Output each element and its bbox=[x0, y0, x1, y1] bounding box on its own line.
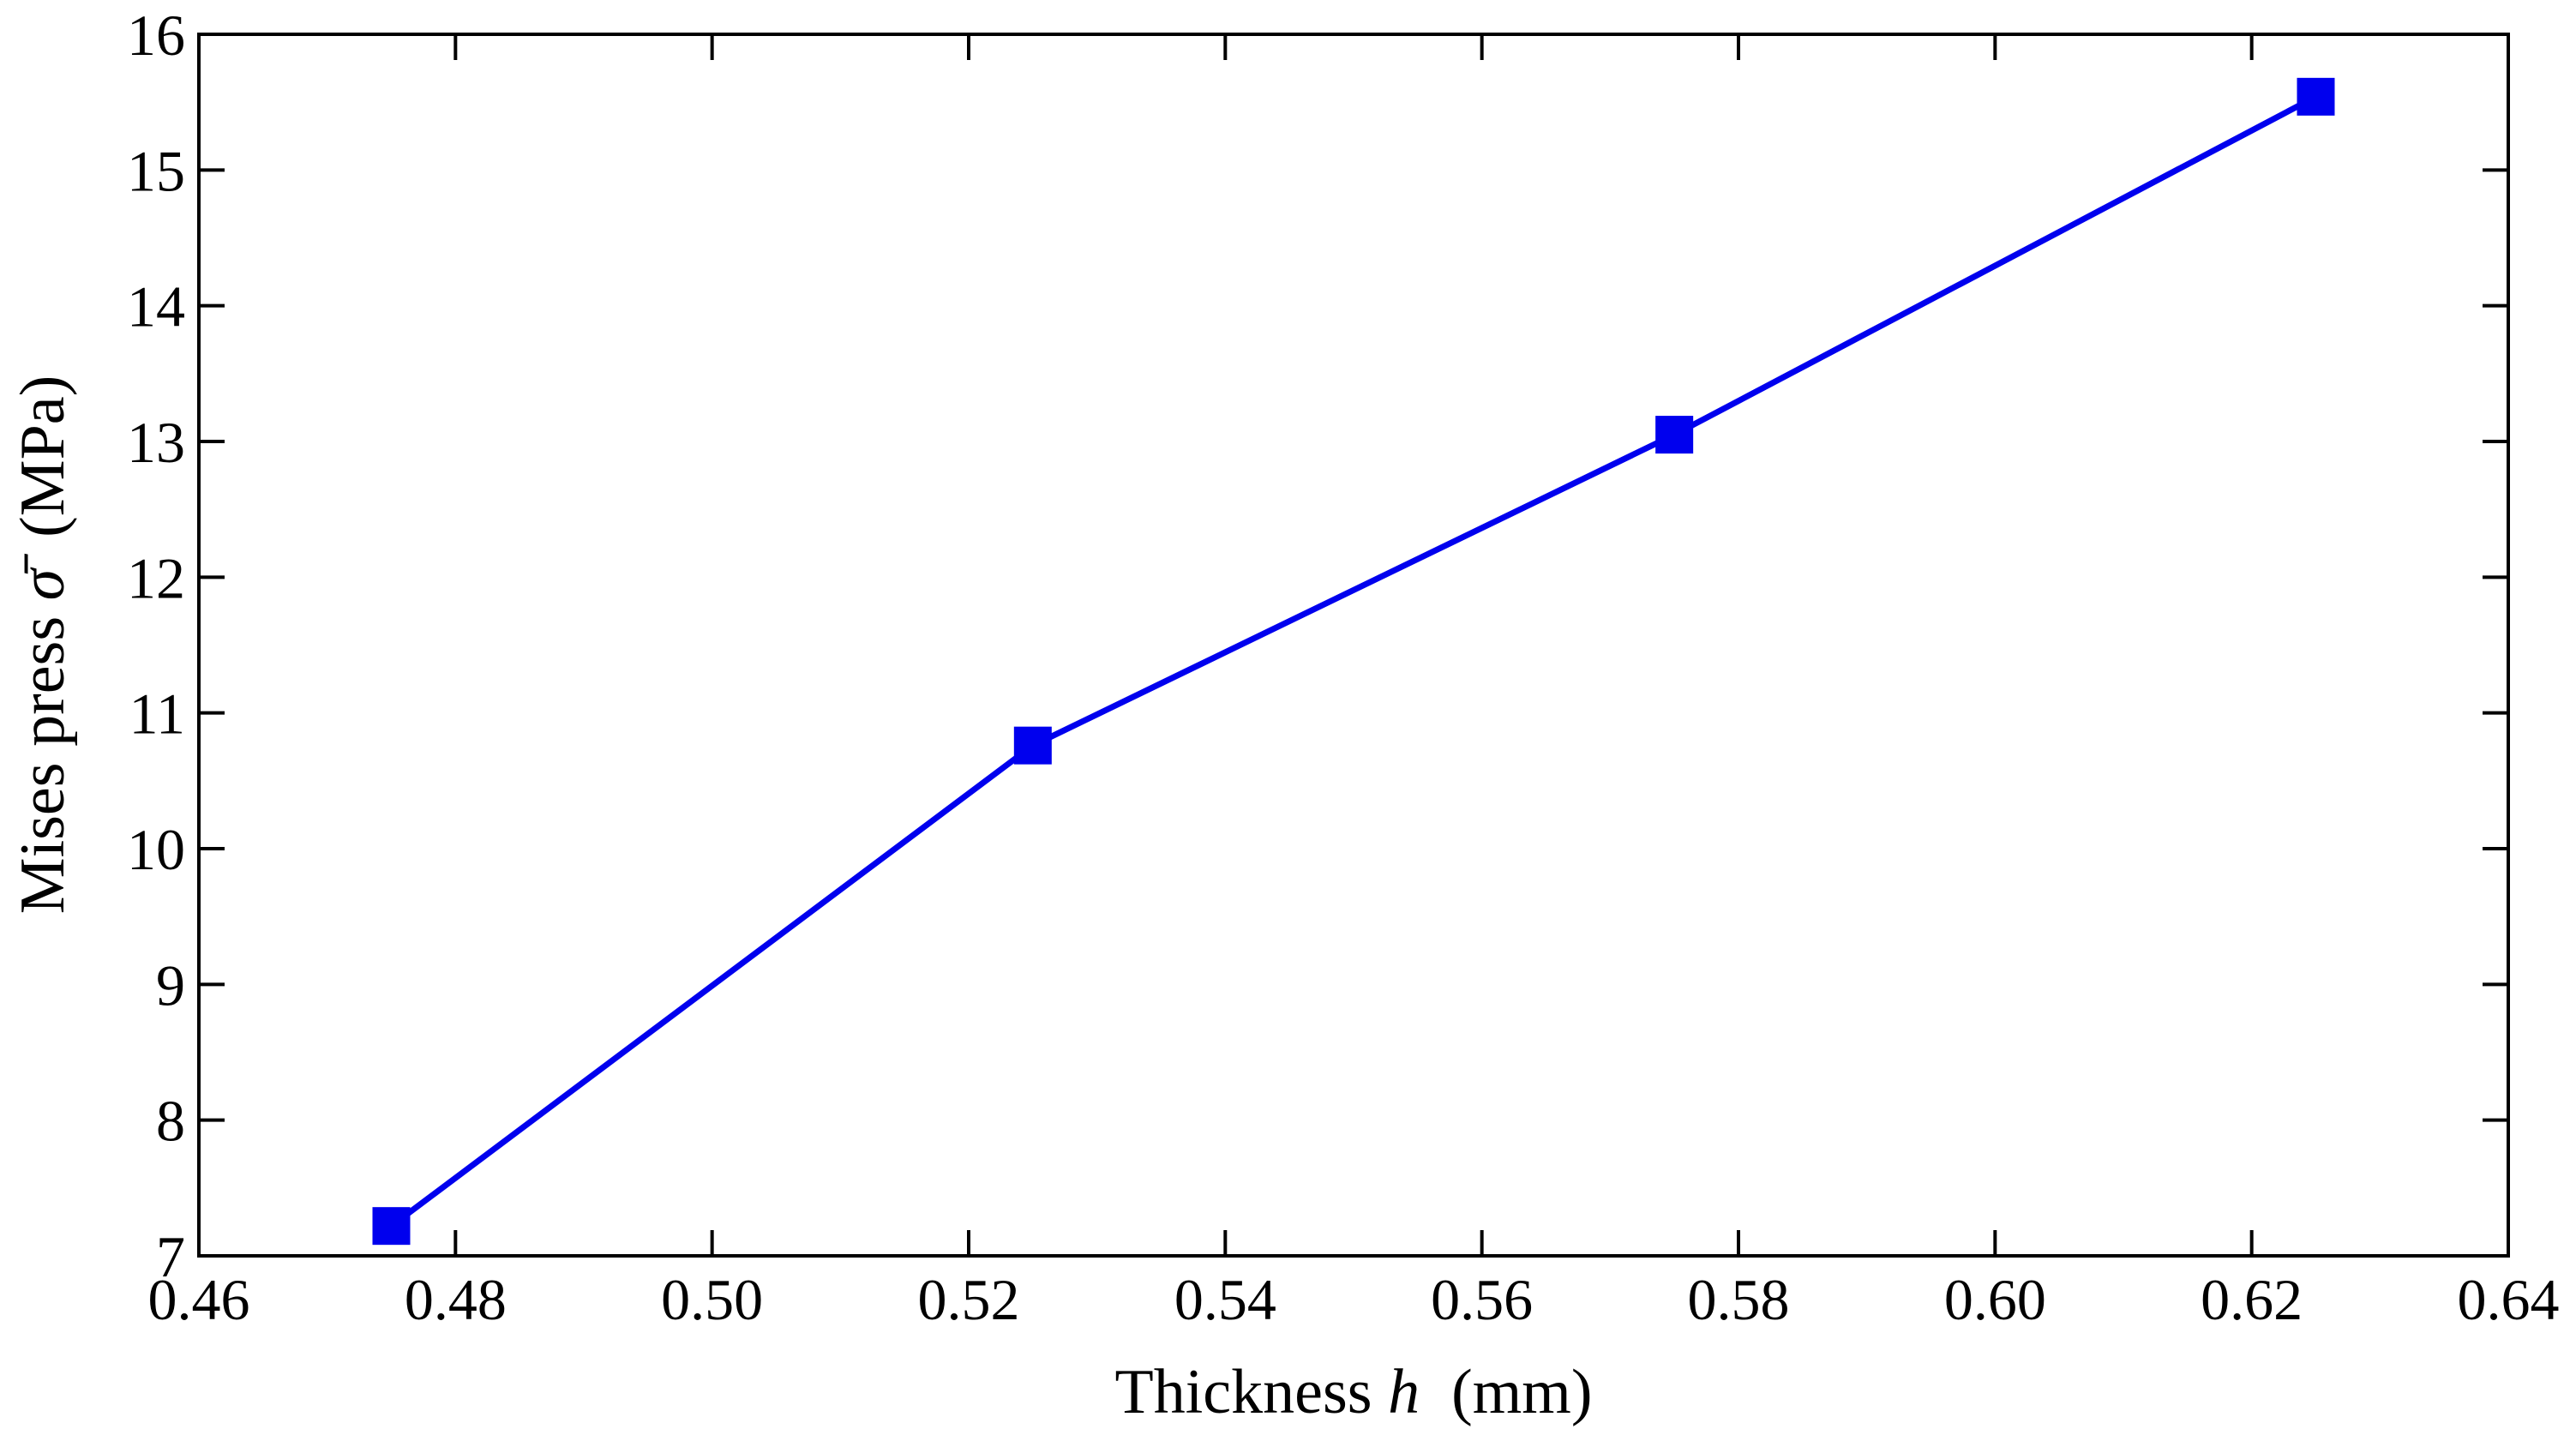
x-tick-label: 0.60 bbox=[1944, 1267, 2046, 1332]
x-tick-label: 0.62 bbox=[2201, 1267, 2303, 1332]
data-point-marker bbox=[2297, 77, 2335, 116]
y-tick-label: 9 bbox=[156, 952, 185, 1018]
x-tick-label: 0.54 bbox=[1174, 1267, 1276, 1332]
y-tick-label: 12 bbox=[127, 545, 185, 610]
x-tick-label: 0.48 bbox=[405, 1267, 507, 1332]
data-point-marker bbox=[1013, 726, 1052, 765]
y-tick-label: 11 bbox=[129, 681, 185, 747]
y-tick-label: 16 bbox=[127, 3, 185, 68]
x-tick-label: 0.46 bbox=[148, 1267, 250, 1332]
x-tick-label: 0.58 bbox=[1688, 1267, 1790, 1332]
y-tick-label: 13 bbox=[127, 410, 185, 475]
x-axis-unit: (mm) bbox=[1420, 1357, 1592, 1427]
x-tick-label: 0.64 bbox=[2458, 1267, 2560, 1332]
x-axis-symbol: h bbox=[1388, 1357, 1420, 1427]
x-tick-label: 0.50 bbox=[661, 1267, 763, 1332]
series-line bbox=[389, 93, 2318, 1228]
y-tick-label: 10 bbox=[127, 817, 185, 882]
y-axis-title: Mises press σ̄ (MPa) bbox=[8, 375, 78, 914]
tick-labels: 0.46 0.48 0.50 0.52 0.54 0.56 0.58 0.60 0.62 0.64… bbox=[127, 3, 2560, 1332]
x-axis-title-text: Thickness bbox=[1115, 1357, 1389, 1427]
y-axis-title-text: Mises press bbox=[8, 600, 78, 914]
y-axis-unit: (MPa) bbox=[8, 375, 78, 569]
x-tick-label: 0.52 bbox=[918, 1267, 1020, 1332]
y-tick-label: 7 bbox=[156, 1224, 185, 1289]
data-point-marker bbox=[372, 1207, 411, 1246]
data-point-marker bbox=[1655, 416, 1694, 454]
x-tick-label: 0.56 bbox=[1431, 1267, 1533, 1332]
axis-ticks bbox=[197, 33, 2510, 1258]
y-tick-label: 14 bbox=[127, 274, 185, 339]
y-tick-label: 15 bbox=[127, 138, 185, 203]
y-tick-label: 8 bbox=[156, 1089, 185, 1154]
x-axis-title: Thickness h (mm) bbox=[1115, 1357, 1593, 1427]
series-group bbox=[372, 77, 2335, 1246]
plot-frame bbox=[197, 33, 2510, 1258]
